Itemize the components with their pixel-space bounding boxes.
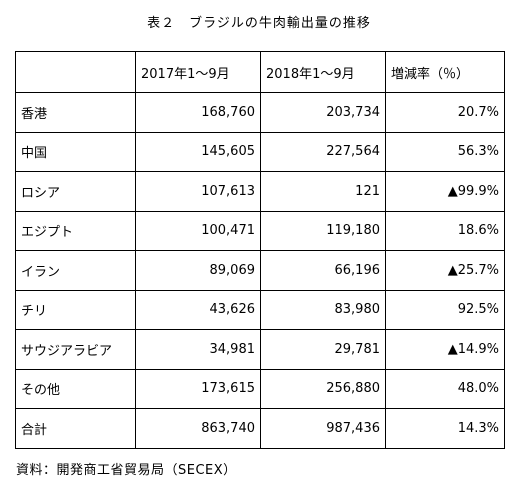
row-label: ロシア	[15, 171, 136, 212]
beef-export-table: 2017年1～9月 2018年1～9月 増減率（％） 香港 168,760 20…	[15, 51, 505, 449]
value-2018: 203,734	[260, 92, 386, 133]
value-2018: 256,880	[260, 368, 386, 409]
change-rate: ▲99.9%	[385, 171, 505, 212]
source-note: 資料：開発商工省貿易局（SECEX）	[16, 463, 237, 478]
value-2017: 173,615	[135, 368, 261, 409]
value-2018: 66,196	[260, 250, 386, 291]
row-label: 合計	[15, 408, 136, 449]
table-row: ロシア 107,613 121 ▲99.9%	[15, 171, 505, 212]
row-label: 香港	[15, 92, 136, 133]
value-2018: 121	[260, 171, 386, 212]
table-header-row: 2017年1～9月 2018年1～9月 増減率（％）	[15, 51, 505, 93]
value-2017: 34,981	[135, 329, 261, 370]
table-row: その他 173,615 256,880 48.0%	[15, 368, 505, 409]
change-rate: ▲14.9%	[385, 329, 505, 370]
row-label: イラン	[15, 250, 136, 291]
change-rate: 56.3%	[385, 131, 505, 172]
value-2017: 107,613	[135, 171, 261, 212]
change-rate: 48.0%	[385, 368, 505, 409]
value-2018: 227,564	[260, 131, 386, 172]
value-2017: 43,626	[135, 289, 261, 330]
value-2017: 168,760	[135, 92, 261, 133]
table-row: チリ 43,626 83,980 92.5%	[15, 289, 505, 330]
table-total-row: 合計 863,740 987,436 14.3%	[15, 408, 505, 449]
change-rate: ▲25.7%	[385, 250, 505, 291]
table-row: エジプト 100,471 119,180 18.6%	[15, 210, 505, 251]
change-rate: 92.5%	[385, 289, 505, 330]
table-row: 中国 145,605 227,564 56.3%	[15, 131, 505, 172]
row-label: エジプト	[15, 210, 136, 251]
value-2017: 100,471	[135, 210, 261, 251]
row-label: 中国	[15, 131, 136, 172]
change-rate: 18.6%	[385, 210, 505, 251]
value-2018: 119,180	[260, 210, 386, 251]
header-2017: 2017年1～9月	[135, 51, 261, 93]
row-label: チリ	[15, 289, 136, 330]
value-2017: 89,069	[135, 250, 261, 291]
value-2018: 29,781	[260, 329, 386, 370]
value-2017: 863,740	[135, 408, 261, 449]
value-2017: 145,605	[135, 131, 261, 172]
table-row: 香港 168,760 203,734 20.7%	[15, 92, 505, 133]
change-rate: 20.7%	[385, 92, 505, 133]
header-2018: 2018年1～9月	[260, 51, 386, 93]
table-row: サウジアラビア 34,981 29,781 ▲14.9%	[15, 329, 505, 370]
value-2018: 83,980	[260, 289, 386, 330]
value-2018: 987,436	[260, 408, 386, 449]
header-change-rate: 増減率（％）	[385, 51, 505, 93]
table-title: 表２ ブラジルの牛肉輸出量の推移	[147, 16, 371, 31]
header-corner	[15, 51, 136, 93]
change-rate: 14.3%	[385, 408, 505, 449]
row-label: その他	[15, 368, 136, 409]
table-row: イラン 89,069 66,196 ▲25.7%	[15, 250, 505, 291]
row-label: サウジアラビア	[15, 329, 136, 370]
